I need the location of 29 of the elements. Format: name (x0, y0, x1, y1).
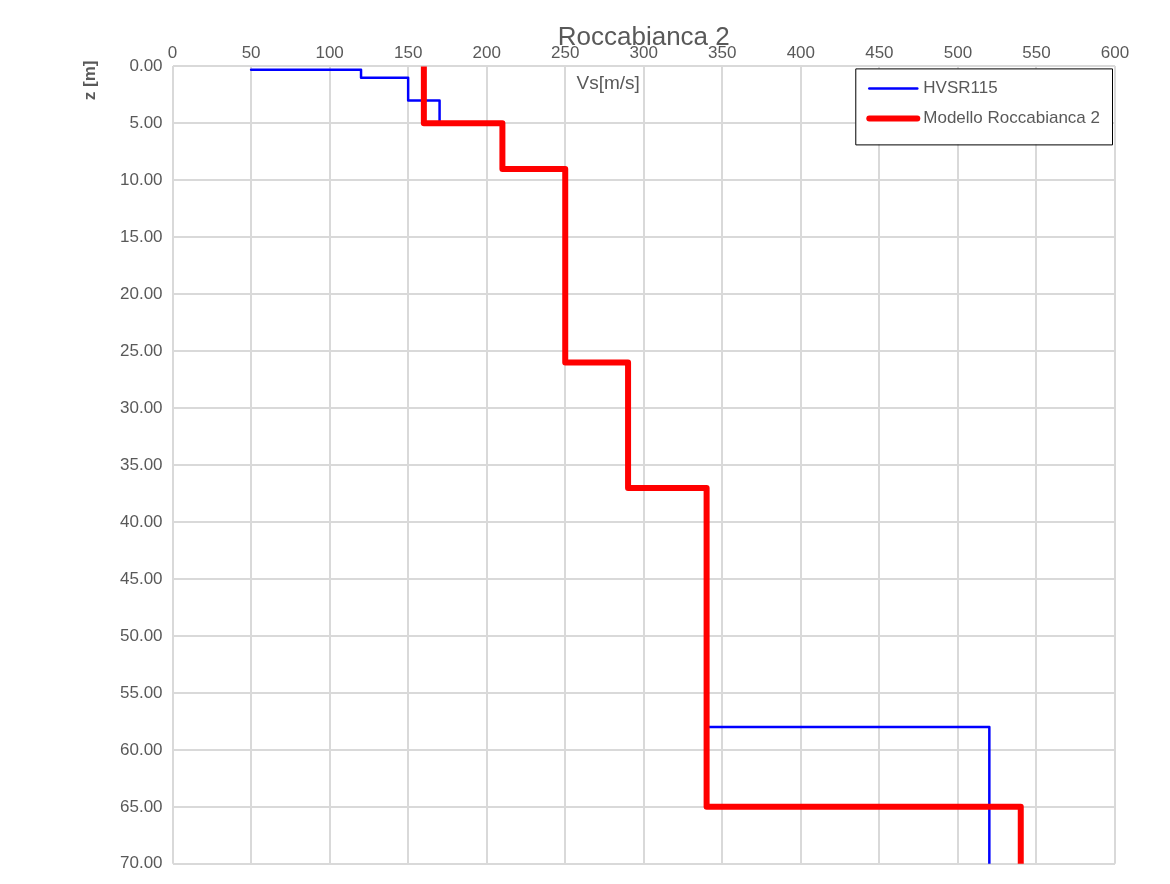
y-tick-label: 45.00 (119, 568, 163, 588)
x-tick-label: 200 (472, 42, 501, 62)
x-tick-label: 150 (393, 42, 423, 62)
y-tick-label: 10.00 (119, 170, 163, 189)
x-tick-label: 500 (943, 42, 973, 62)
y-tick-label: 65.00 (119, 796, 163, 816)
y-tick-label: 20.00 (119, 283, 163, 303)
y-tick-label: 5.00 (129, 113, 163, 133)
y-tick-label: 55.00 (119, 682, 163, 702)
x-tick-label: 600 (1100, 42, 1130, 62)
y-tick-label: 60.00 (119, 739, 163, 759)
x-tick-label: 400 (786, 42, 816, 62)
y-tick-label: 70.00 (119, 853, 163, 873)
y-tick-label: 35.00 (119, 454, 163, 474)
y-tick-label: 30.00 (119, 397, 163, 417)
x-tick-label: 550 (1022, 42, 1051, 62)
y-tick-label: 0.00 (129, 56, 163, 76)
x-tick-label: 0 (167, 42, 178, 62)
legend-label: HVSR115 (923, 78, 998, 98)
x-tick-label: 450 (865, 42, 894, 62)
x-axis-title: Vs[m/s] (576, 71, 640, 93)
y-tick-label: 25.00 (119, 340, 163, 360)
x-tick-label: 50 (241, 42, 261, 62)
y-axis-title: z [m] (80, 60, 100, 101)
x-tick-label: 100 (315, 42, 344, 62)
legend-label: Modello Roccabianca 2 (923, 108, 1100, 128)
y-tick-label: 15.00 (119, 226, 163, 246)
y-tick-label: 40.00 (119, 511, 163, 531)
y-tick-label: 50.00 (119, 625, 163, 645)
